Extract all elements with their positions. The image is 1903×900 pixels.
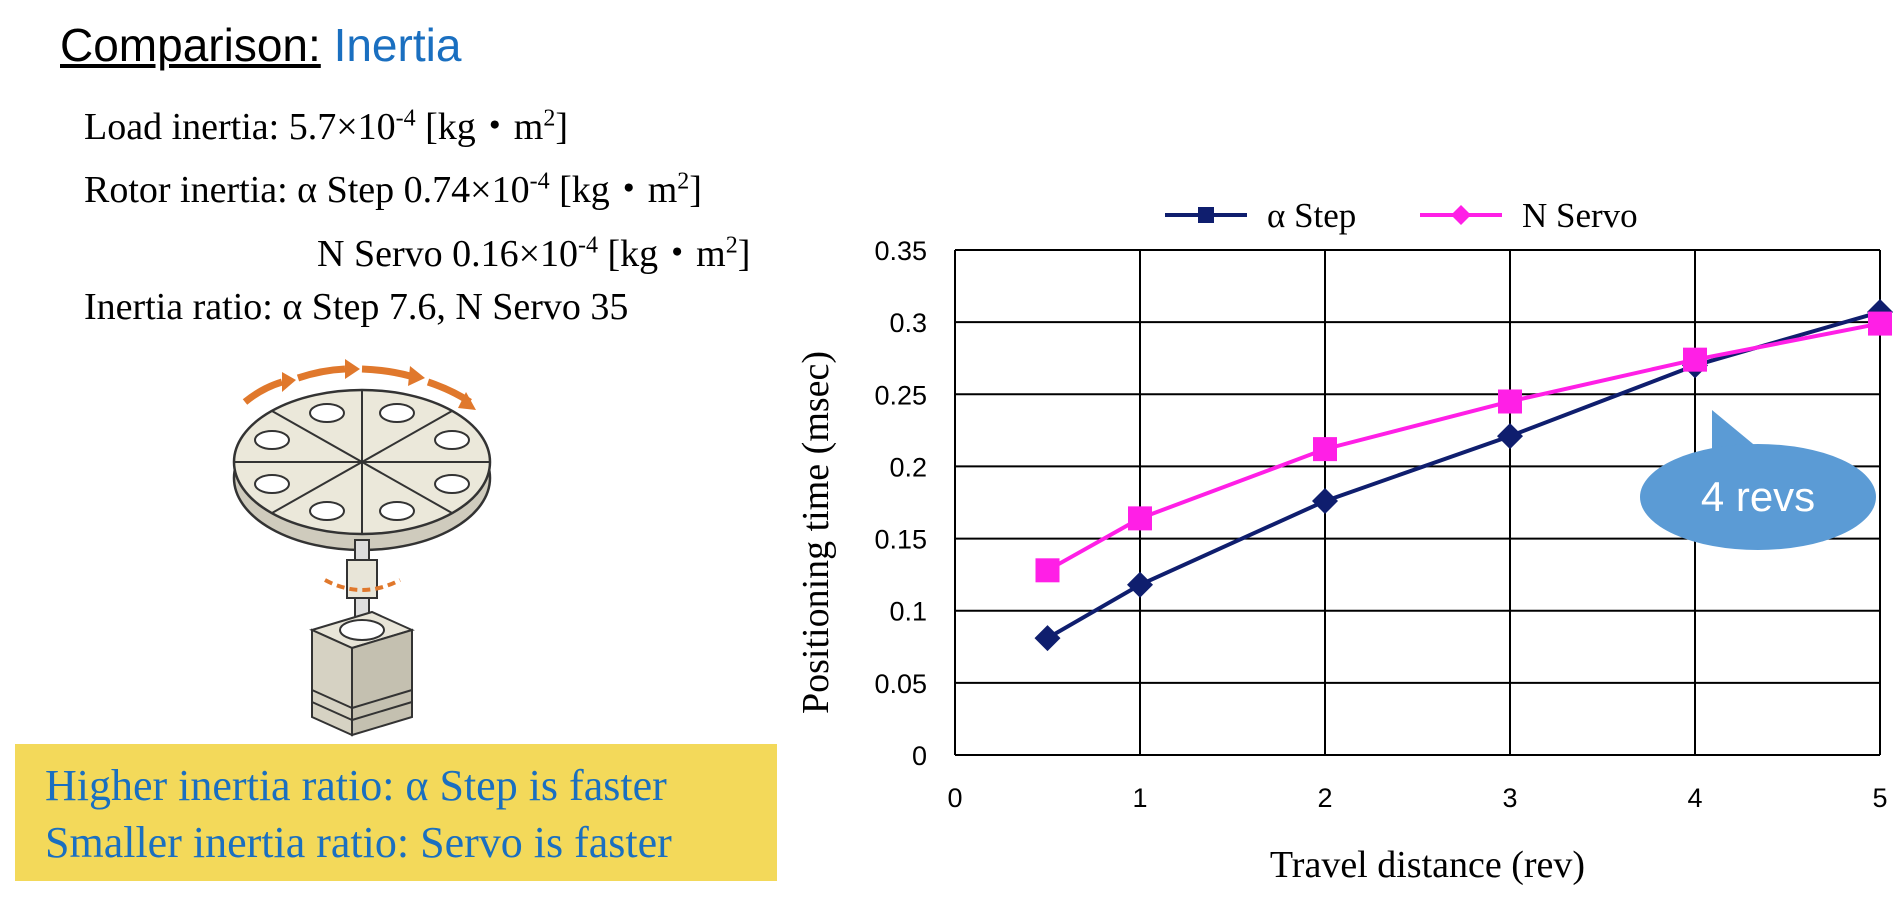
data-point bbox=[1497, 423, 1523, 450]
y-tick-label: 0.15 bbox=[874, 525, 927, 555]
y-tick-label: 0.05 bbox=[874, 669, 927, 699]
data-point bbox=[1127, 571, 1153, 598]
turntable-holes bbox=[254, 403, 470, 521]
series-line bbox=[1046, 321, 1881, 573]
x-tick-label: 5 bbox=[1872, 783, 1887, 813]
callout-line-1: Higher inertia ratio: α Step is faster bbox=[45, 761, 667, 810]
motor-right-face bbox=[351, 628, 413, 737]
chart-grid bbox=[954, 249, 1881, 756]
data-point bbox=[1035, 558, 1060, 583]
y-axis-label: Positioning time (msec) bbox=[795, 351, 837, 714]
rotor-inertia-step-label: Rotor inertia: α Step 0.74×10 bbox=[84, 169, 530, 211]
rotor-inertia-servo-exp: -4 bbox=[578, 232, 599, 259]
rotor-inertia-servo-unit-close: ] bbox=[737, 233, 751, 275]
data-point bbox=[1868, 311, 1892, 336]
data-point bbox=[1034, 625, 1061, 652]
legend-marker bbox=[1451, 205, 1471, 225]
load-inertia-unit: [kg・m bbox=[415, 106, 544, 148]
legend-label: N Servo bbox=[1522, 196, 1638, 235]
bubble-text: 4 revs bbox=[1701, 473, 1815, 520]
chart-ticks: 0 0.05 0.1 0.15 0.2 0.25 0.3 0.35 0 1 2 3 4 5 bbox=[874, 236, 1887, 813]
chart-series bbox=[1034, 299, 1893, 652]
rotor-inertia-servo-line: N Servo 0.16×10-4 [kg・m2] bbox=[317, 222, 750, 277]
motor-ribs bbox=[311, 689, 413, 721]
rotor-inertia-step-unit-exp: 2 bbox=[677, 168, 690, 195]
rotor-inertia-step-unit-close: ] bbox=[689, 169, 702, 211]
load-inertia-exp: -4 bbox=[395, 105, 416, 132]
x-tick-label: 2 bbox=[1317, 783, 1332, 813]
load-inertia-unit-exp: 2 bbox=[543, 105, 556, 132]
rotor-inertia-servo-unit-exp: 2 bbox=[725, 232, 738, 259]
load-inertia-line: Load inertia: 5.7×10-4 [kg・m2] bbox=[84, 95, 568, 150]
series-line bbox=[1046, 310, 1881, 640]
rotor-inertia-step-unit: [kg・m bbox=[549, 169, 678, 211]
x-tick-label: 4 bbox=[1687, 783, 1702, 813]
rotor-inertia-step-line: Rotor inertia: α Step 0.74×10-4 [kg・m2] bbox=[84, 158, 702, 213]
legend-label: α Step bbox=[1267, 196, 1356, 235]
load-inertia-label: Load inertia: 5.7×10 bbox=[84, 106, 396, 148]
rotor-inertia-servo-label: N Servo 0.16×10 bbox=[317, 233, 579, 275]
data-point bbox=[1498, 389, 1522, 414]
rotor-inertia-step-exp: -4 bbox=[529, 168, 550, 195]
arrowheads-icon bbox=[282, 359, 476, 410]
annotation-bubble: 4 revs bbox=[1640, 410, 1876, 550]
title-prefix: Comparison: bbox=[60, 19, 321, 71]
data-point bbox=[1312, 488, 1338, 515]
x-tick-label: 0 bbox=[947, 783, 962, 813]
x-tick-label: 3 bbox=[1502, 783, 1517, 813]
x-axis-label: Travel distance (rev) bbox=[1270, 844, 1585, 886]
slide-title: Comparison: Inertia bbox=[60, 18, 461, 72]
y-tick-label: 0.2 bbox=[889, 452, 927, 482]
y-tick-label: 0 bbox=[912, 741, 927, 771]
y-tick-label: 0.1 bbox=[889, 597, 927, 627]
load-inertia-unit-close: ] bbox=[555, 106, 569, 148]
y-tick-label: 0.3 bbox=[889, 308, 927, 338]
y-tick-label: 0.35 bbox=[874, 236, 927, 266]
inertia-ratio-line: Inertia ratio: α Step 7.6, N Servo 35 bbox=[84, 286, 629, 328]
data-point bbox=[1683, 347, 1707, 372]
conclusion-callout: Higher inertia ratio: α Step is faster S… bbox=[15, 744, 777, 881]
y-tick-label: 0.25 bbox=[874, 380, 927, 410]
chart-legend: α Step N Servo bbox=[1165, 196, 1638, 235]
bubble-body bbox=[1640, 444, 1876, 550]
data-point bbox=[1313, 437, 1337, 462]
callout-line-2: Smaller inertia ratio: Servo is faster bbox=[45, 818, 672, 867]
motor-flange bbox=[339, 619, 385, 641]
title-topic: Inertia bbox=[333, 19, 462, 71]
turntable-dividers bbox=[234, 390, 490, 534]
x-tick-label: 1 bbox=[1132, 783, 1147, 813]
coupling bbox=[346, 559, 378, 599]
legend-marker bbox=[1198, 207, 1214, 223]
data-point bbox=[1128, 506, 1152, 531]
coupling-rotation-icon bbox=[324, 578, 401, 592]
rotor-inertia-servo-unit: [kg・m bbox=[598, 233, 726, 275]
